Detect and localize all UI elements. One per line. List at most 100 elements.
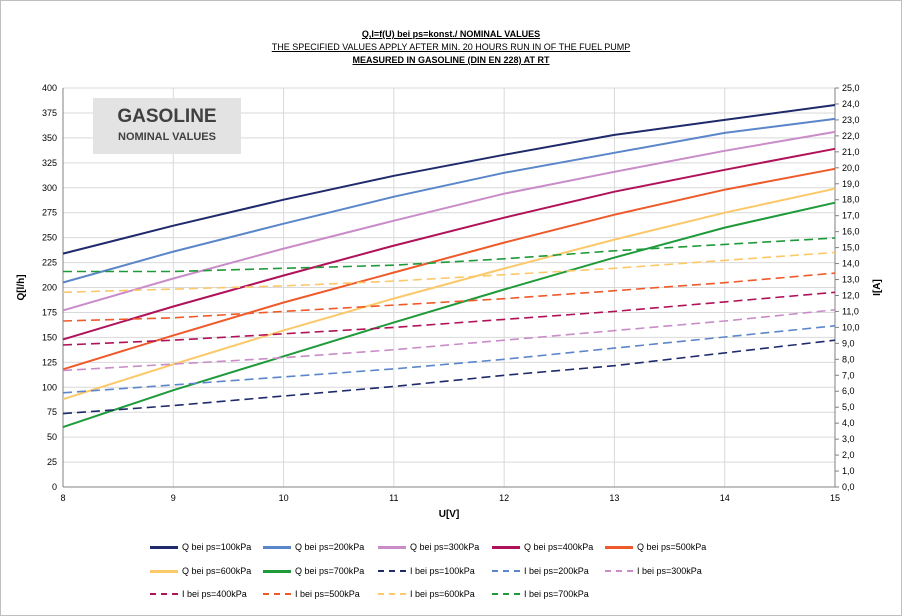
legend-label: Q bei ps=200kPa: [295, 542, 365, 552]
badge-subtitle: NOMINAL VALUES: [118, 131, 216, 143]
series-line-flow-4: [62, 167, 836, 371]
legend-item: Q bei ps=300kPa: [378, 542, 479, 552]
y2-tick-label: 7,0: [842, 370, 855, 380]
series-line-current-13: [63, 237, 836, 273]
legend-item: I bei ps=700kPa: [492, 589, 589, 599]
y2-tick-label: 15,0: [842, 243, 860, 253]
x-tick-label: 9: [171, 493, 176, 503]
legend-item: I bei ps=500kPa: [263, 589, 360, 599]
y2-tick-label: 6,0: [842, 386, 855, 396]
legend-item: I bei ps=300kPa: [605, 566, 702, 576]
chart-subtitle-measurement: MEASURED IN GASOLINE (DIN EN 228) AT RT: [352, 55, 550, 65]
legend-item: I bei ps=400kPa: [150, 589, 247, 599]
legend-item: Q bei ps=600kPa: [150, 566, 251, 576]
y-tick-label: 375: [42, 108, 57, 118]
series-line-flow-1: [62, 117, 836, 284]
y2-tick-label: 13,0: [842, 275, 860, 285]
chart-title: Q,I=f(U) bei ps=konst./ NOMINAL VALUES: [361, 29, 541, 39]
legend-label: Q bei ps=400kPa: [524, 542, 594, 552]
legend-item: Q bei ps=100kPa: [150, 542, 251, 552]
y-tick-label: 300: [42, 183, 57, 193]
legend-swatch: [492, 570, 520, 572]
y2-tick-label: 2,0: [842, 450, 855, 460]
legend-label: I bei ps=500kPa: [295, 589, 360, 599]
legend-swatch: [263, 569, 291, 573]
y-tick-label: 325: [42, 158, 57, 168]
y2-tick-label: 17,0: [842, 211, 860, 221]
legend-swatch: [150, 569, 178, 573]
legend-label: I bei ps=300kPa: [637, 566, 702, 576]
y2-tick-label: 11,0: [842, 306, 859, 316]
legend-item: I bei ps=100kPa: [378, 566, 475, 576]
legend-label: I bei ps=200kPa: [524, 566, 589, 576]
legend-swatch: [492, 545, 520, 549]
legend-item: Q bei ps=700kPa: [263, 566, 364, 576]
legend-swatch: [378, 570, 406, 572]
x-axis-label: U[V]: [439, 509, 460, 520]
y2-tick-label: 21,0: [842, 147, 860, 157]
x-tick-label: 12: [499, 493, 509, 503]
y2-tick-label: 0,0: [842, 482, 855, 492]
legend-swatch: [150, 545, 178, 549]
series-line-current-11: [62, 272, 836, 322]
y-tick-label: 350: [42, 133, 57, 143]
x-tick-label: 10: [279, 493, 289, 503]
y2-tick-label: 4,0: [842, 418, 855, 428]
y-tick-label: 125: [42, 357, 57, 367]
legend-item: Q bei ps=500kPa: [605, 542, 706, 552]
legend-swatch: [605, 570, 633, 572]
series-line-current-12: [62, 251, 836, 294]
series-line-current-9: [62, 309, 836, 372]
y-tick-label: 175: [42, 307, 57, 317]
y2-tick-label: 25,0: [842, 83, 860, 93]
legend-label: Q bei ps=300kPa: [410, 542, 480, 552]
y-tick-label: 200: [42, 283, 57, 293]
legend-swatch: [263, 545, 291, 549]
y2-tick-label: 20,0: [842, 163, 860, 173]
badge-title: GASOLINE: [117, 106, 217, 127]
legend-swatch: [378, 545, 406, 549]
series-line-current-10: [62, 291, 836, 346]
legend-label: I bei ps=100kPa: [410, 566, 475, 576]
x-tick-label: 11: [389, 493, 398, 503]
series-line-current-7: [62, 339, 836, 415]
legend-label: Q bei ps=600kPa: [182, 566, 252, 576]
legend-swatch: [605, 545, 633, 549]
legend-label: Q bei ps=500kPa: [637, 542, 707, 552]
legend-item: Q bei ps=200kPa: [263, 542, 364, 552]
y-axis-label: Q[l/h]: [16, 274, 27, 300]
legend-item: I bei ps=600kPa: [378, 589, 475, 599]
y-tick-label: 400: [42, 83, 57, 93]
legend-swatch: [263, 593, 291, 595]
y2-tick-label: 24,0: [842, 99, 860, 109]
legend-swatch: [150, 593, 178, 595]
series-line-flow-0: [62, 104, 836, 255]
y2-tick-label: 10,0: [842, 322, 860, 332]
legend-item: I bei ps=200kPa: [492, 566, 589, 576]
legend-item: Q bei ps=400kPa: [492, 542, 593, 552]
y2-tick-label: 16,0: [842, 227, 860, 237]
y2-tick-label: 18,0: [842, 195, 860, 205]
legend-label: I bei ps=600kPa: [410, 589, 475, 599]
series-line-flow-3: [62, 147, 836, 341]
x-tick-label: 15: [830, 493, 840, 503]
y-tick-label: 75: [47, 407, 57, 417]
y2-tick-label: 3,0: [842, 434, 855, 444]
y-tick-label: 275: [42, 208, 57, 218]
legend-label: I bei ps=400kPa: [182, 589, 247, 599]
y-tick-label: 0: [52, 482, 57, 492]
series-line-flow-2: [62, 130, 836, 312]
series-line-flow-6: [62, 201, 836, 429]
y2-tick-label: 19,0: [842, 179, 860, 189]
y2-tick-label: 22,0: [842, 131, 860, 141]
x-tick-label: 13: [609, 493, 619, 503]
y2-tick-label: 8,0: [842, 354, 855, 364]
y2-tick-label: 12,0: [842, 290, 860, 300]
legend-label: Q bei ps=100kPa: [182, 542, 252, 552]
y-tick-label: 150: [42, 332, 57, 342]
legend-label: Q bei ps=700kPa: [295, 566, 365, 576]
series-line-current-8: [62, 325, 836, 394]
x-tick-label: 8: [60, 493, 65, 503]
x-tick-label: 14: [720, 493, 730, 503]
